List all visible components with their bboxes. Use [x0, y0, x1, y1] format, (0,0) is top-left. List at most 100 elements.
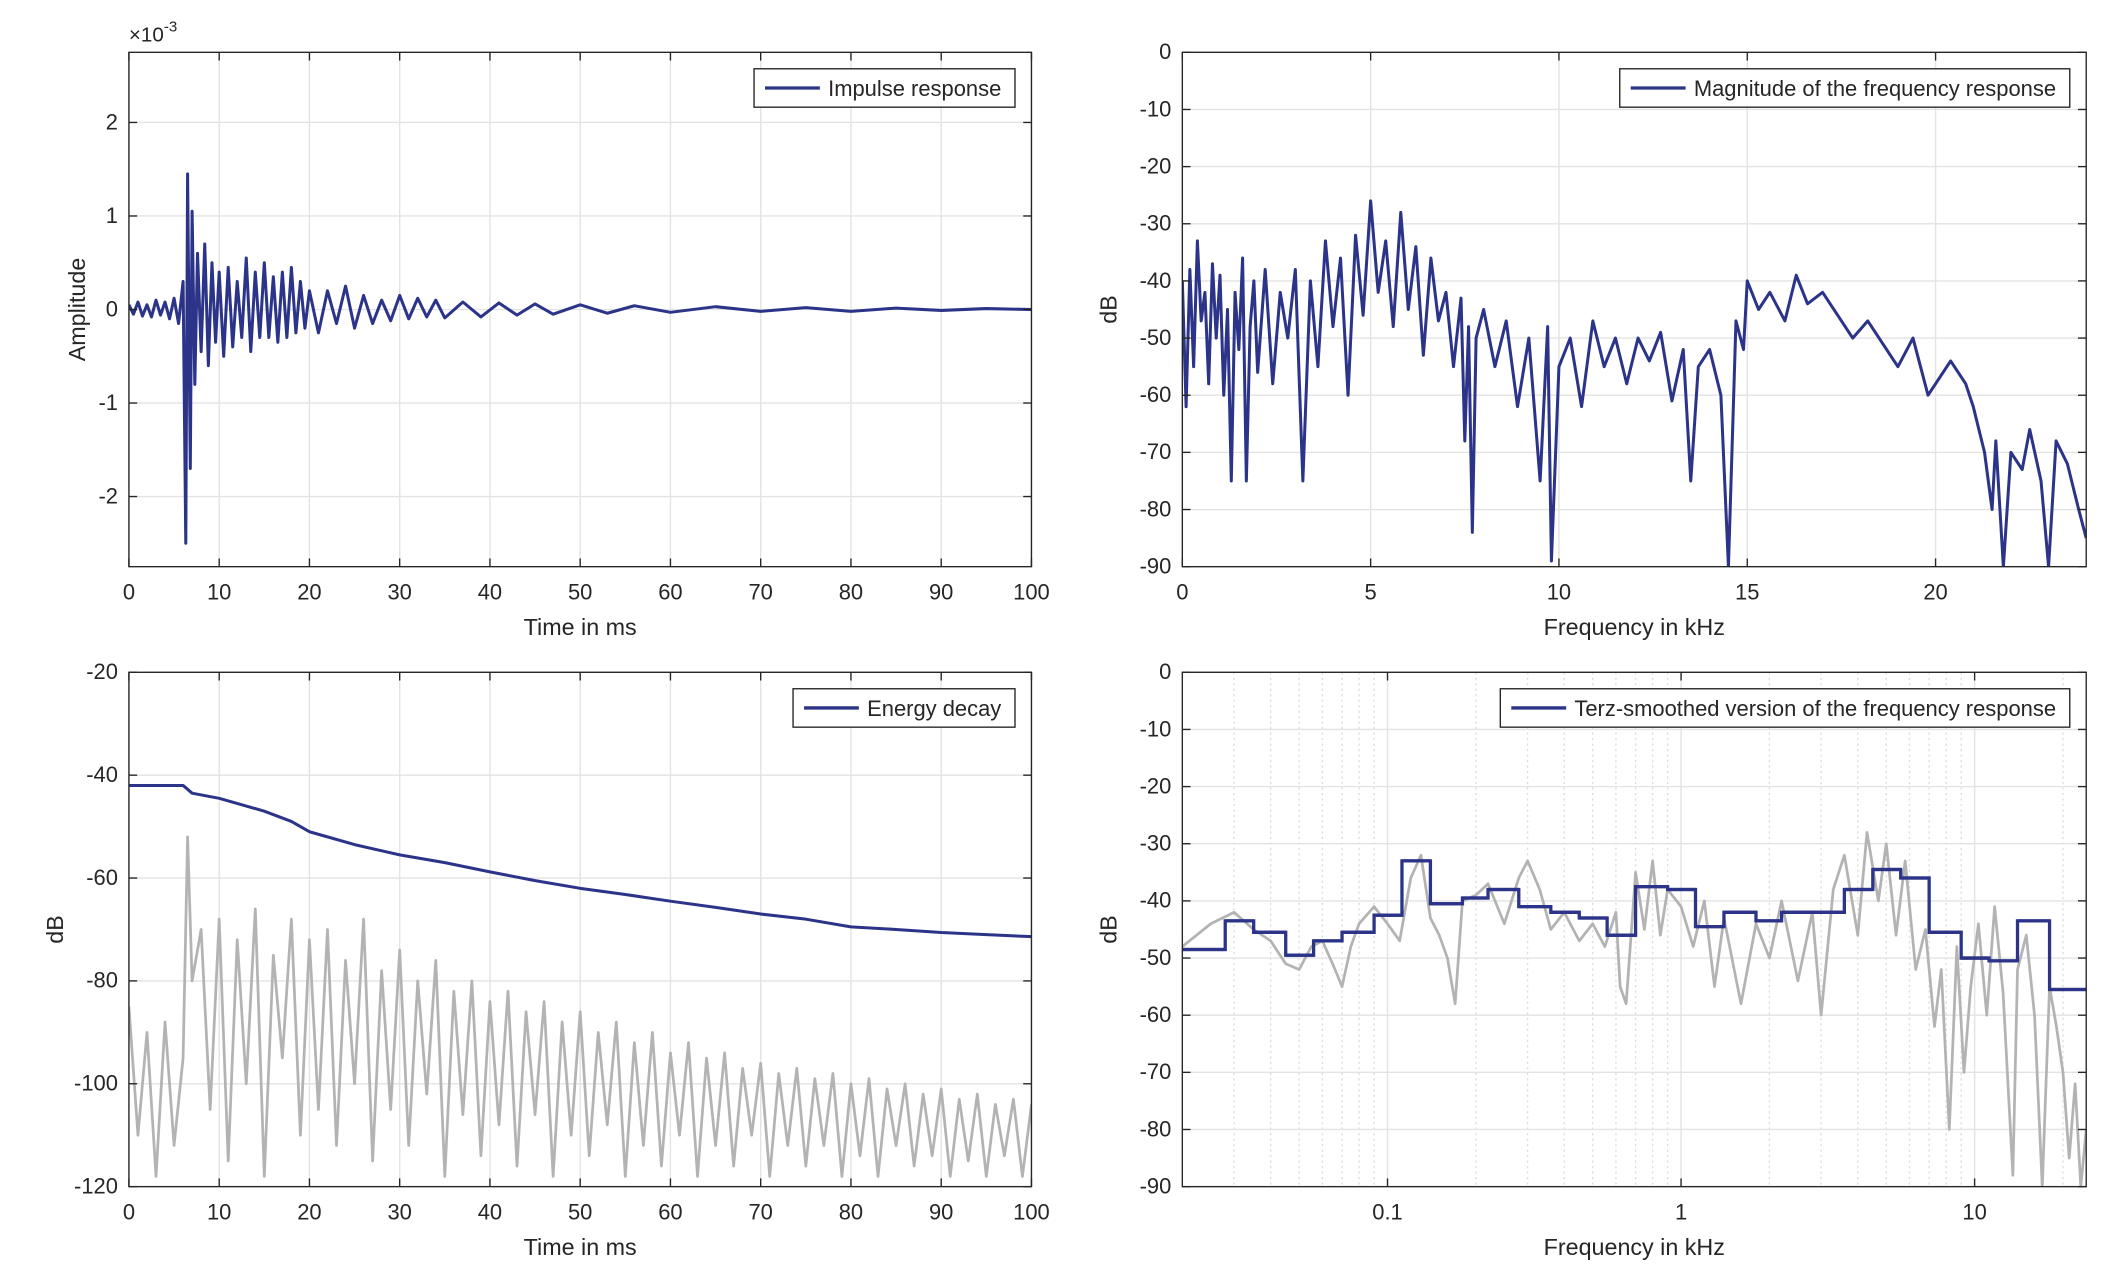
x-tick-label: 1: [1675, 1200, 1687, 1225]
y-tick-label: -40: [86, 762, 118, 787]
x-tick-label: 20: [1923, 580, 1947, 605]
y-axis-label: dB: [1095, 915, 1121, 943]
x-tick-label: 0: [123, 580, 135, 605]
x-tick-label: 30: [387, 1200, 411, 1225]
plot-lines: [1182, 199, 2087, 567]
legend-label: Terz-smoothed version of the frequency r…: [1574, 696, 2056, 721]
y-tick-label: 0: [106, 296, 118, 321]
y-tick-label: -30: [1140, 211, 1172, 236]
y-tick-label: -20: [1140, 153, 1172, 178]
x-tick-label: 5: [1365, 580, 1377, 605]
y-tick-label: 1: [106, 203, 118, 228]
legend: Magnitude of the frequency response: [1619, 68, 2071, 108]
y-tick-label: -10: [1140, 96, 1172, 121]
y-tick-label: -40: [1140, 888, 1172, 913]
x-tick-label: 0.1: [1372, 1200, 1402, 1225]
y-tick-label: -90: [1140, 554, 1172, 579]
x-tick-label: 20: [297, 1200, 321, 1225]
y-tick-label: 2: [106, 109, 118, 134]
legend-label: Magnitude of the frequency response: [1694, 76, 2056, 101]
y-tick-label: -80: [1140, 496, 1172, 521]
x-tick-label: 50: [568, 1200, 592, 1225]
multiplier-base: ×10: [129, 23, 164, 46]
line: [128, 172, 1032, 545]
y-axis-label: dB: [42, 915, 68, 943]
legend-box: [1619, 68, 2071, 108]
x-tick-label: 100: [1013, 580, 1050, 605]
x-tick-label: 90: [929, 580, 953, 605]
legend-box: [1499, 688, 2071, 728]
y-tick-label: -20: [1140, 773, 1172, 798]
x-tick-label: 100: [1013, 1200, 1050, 1225]
x-tick-label: 0: [1176, 580, 1188, 605]
x-axis-label: Time in ms: [524, 1234, 637, 1260]
y-tick-label: -100: [74, 1071, 118, 1096]
x-tick-label: 70: [748, 1200, 772, 1225]
x-tick-label: 0: [123, 1200, 135, 1225]
x-tick-label: 80: [839, 580, 863, 605]
y-tick-label: -60: [86, 865, 118, 890]
x-tick-label: 10: [207, 1200, 231, 1225]
x-tick-label: 40: [478, 1200, 502, 1225]
legend-label: Energy decay: [867, 696, 1001, 721]
y-tick-label: -40: [1140, 268, 1172, 293]
x-tick-label: 15: [1735, 580, 1759, 605]
y-tick-label: 0: [1159, 659, 1171, 684]
y-tick-label: -10: [1140, 716, 1172, 741]
y-tick-label: -50: [1140, 945, 1172, 970]
plot-area: [1182, 52, 2087, 567]
x-tick-label: 50: [568, 580, 592, 605]
y-tick-label: -90: [1140, 1174, 1172, 1199]
axes-box: [1181, 671, 2087, 1188]
y-tick-label: -70: [1140, 1059, 1172, 1084]
line: [1182, 199, 2087, 567]
plot-lines: [1182, 830, 2087, 1187]
x-axis-label: Time in ms: [524, 614, 637, 640]
y-tick-label: -80: [1140, 1116, 1172, 1141]
axes-box: [1181, 51, 2087, 568]
y-tick-label: -60: [1140, 382, 1172, 407]
y-tick-label: 0: [1159, 39, 1171, 64]
x-axis-label: Frequency in kHz: [1544, 1234, 1725, 1260]
legend: Terz-smoothed version of the frequency r…: [1499, 688, 2071, 728]
y-tick-label: -30: [1140, 831, 1172, 856]
x-tick-label: 10: [207, 580, 231, 605]
x-tick-label: 20: [297, 580, 321, 605]
line: [128, 835, 1032, 1178]
y-tick-label: -120: [74, 1174, 118, 1199]
y-tick-label: -50: [1140, 325, 1172, 350]
y-axis-label: Amplitude: [64, 258, 90, 362]
x-tick-label: 40: [478, 580, 502, 605]
axis-multiplier: ×10-3: [129, 19, 177, 47]
x-tick-label: 60: [658, 1200, 682, 1225]
legend: Impulse response: [753, 68, 1016, 108]
multiplier-exponent: -3: [164, 19, 177, 36]
x-tick-label: 70: [748, 580, 772, 605]
line: [1182, 830, 2087, 1187]
subplot: 0 10 20 30 40 50 60 70 80 90 100 -2 -1 0 1 2 Time in ms A…: [64, 19, 1050, 641]
y-tick-label: -80: [86, 968, 118, 993]
legend: Energy decay: [792, 688, 1016, 728]
step-connector: [1182, 859, 2087, 992]
x-tick-label: 30: [387, 580, 411, 605]
x-axis-label: Frequency in kHz: [1544, 614, 1725, 640]
subplot: 0 10 20 30 40 50 60 70 80 90 100 -120 -100 -80 -60 -40 -…: [42, 659, 1050, 1260]
line: [128, 783, 1032, 939]
subplot: 0 5 10 15 20 -90 -80 -70 -60 -50 -40 -30 -20 -10 0 Freq…: [1095, 39, 2087, 640]
y-tick-label: -2: [98, 483, 118, 508]
x-tick-label: 90: [929, 1200, 953, 1225]
x-tick-label: 10: [1962, 1200, 1986, 1225]
plot-lines: [128, 783, 1032, 1178]
legend-label: Impulse response: [828, 76, 1001, 101]
y-tick-label: -1: [98, 390, 118, 415]
x-tick-label: 10: [1547, 580, 1571, 605]
y-axis-label: dB: [1095, 295, 1121, 323]
y-tick-label: -70: [1140, 439, 1172, 464]
plot-lines: [128, 172, 1032, 545]
y-tick-label: -20: [86, 659, 118, 684]
subplot: 0.1 1 10 -90 -80 -70 -60 -50 -40 -30 -20 -10 0 Freque…: [1095, 659, 2087, 1260]
x-tick-label: 80: [839, 1200, 863, 1225]
x-tick-label: 60: [658, 580, 682, 605]
